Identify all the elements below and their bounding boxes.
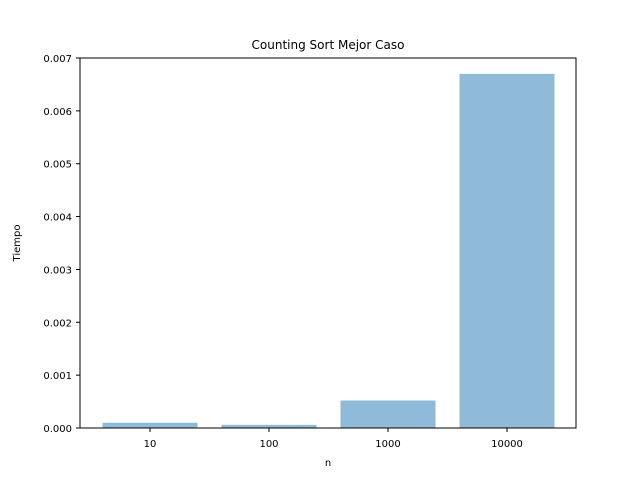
x-axis-title: n xyxy=(325,458,331,469)
y-axis-title: Tiempo xyxy=(12,225,23,263)
y-tick-label: 0.003 xyxy=(43,265,72,276)
chart-title: Counting Sort Mejor Caso xyxy=(252,38,405,52)
bars xyxy=(102,73,555,428)
y-tick-label: 0.001 xyxy=(43,371,72,382)
x-tick-label: 100 xyxy=(259,439,278,450)
x-tick-label: 10000 xyxy=(491,439,523,450)
plot-frame xyxy=(79,57,577,429)
bar-10000 xyxy=(459,73,555,428)
bar-100 xyxy=(221,424,317,428)
x-tick-label: 10 xyxy=(144,439,157,450)
y-tick-label: 0.005 xyxy=(43,160,72,171)
y-tick-label: 0.006 xyxy=(43,107,72,118)
bar-10 xyxy=(102,422,198,428)
y-axis-ticks: 0.000 0.001 0.002 0.003 0.004 0.005 0.006 0.007 xyxy=(43,54,80,435)
x-axis-ticks: 10 100 1000 10000 xyxy=(144,428,523,450)
y-tick-label: 0.000 xyxy=(43,424,72,435)
bar-1000 xyxy=(340,400,436,428)
y-tick-label: 0.002 xyxy=(43,318,72,329)
y-tick-label: 0.007 xyxy=(43,54,72,65)
y-tick-label: 0.004 xyxy=(43,213,72,224)
x-tick-label: 1000 xyxy=(375,439,400,450)
